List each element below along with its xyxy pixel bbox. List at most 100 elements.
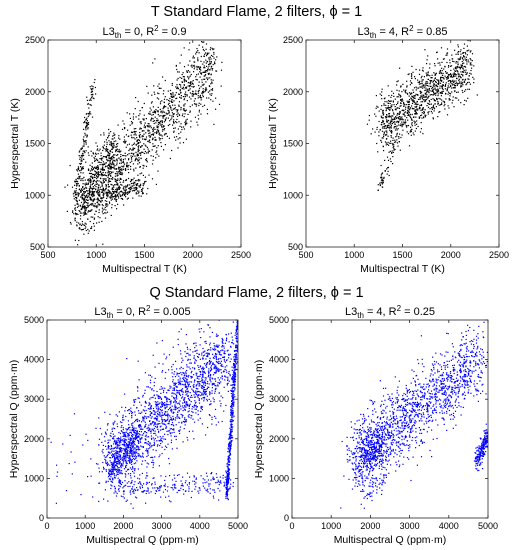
data-point — [95, 205, 97, 207]
data-point — [445, 98, 447, 100]
data-point — [425, 84, 427, 86]
data-point — [206, 52, 208, 54]
data-point — [141, 460, 144, 462]
data-point — [381, 137, 383, 139]
data-point — [176, 386, 178, 388]
data-point — [439, 69, 441, 71]
data-point — [182, 441, 184, 443]
data-point — [84, 200, 86, 202]
data-point — [414, 124, 416, 126]
data-point — [102, 157, 104, 159]
data-point — [210, 400, 212, 402]
data-point — [388, 100, 390, 102]
data-point — [131, 413, 133, 415]
data-point — [384, 127, 386, 129]
data-point — [117, 437, 119, 439]
data-point — [108, 132, 110, 134]
data-point — [455, 61, 457, 63]
data-point — [137, 143, 139, 145]
data-point — [160, 410, 162, 412]
data-point — [92, 168, 94, 170]
data-point — [153, 432, 155, 435]
data-point — [387, 102, 390, 104]
data-point — [188, 49, 190, 51]
data-point — [162, 76, 164, 78]
data-point — [90, 191, 92, 193]
data-point — [219, 400, 221, 402]
data-point — [196, 406, 198, 408]
data-point — [195, 372, 197, 374]
data-point — [94, 86, 96, 89]
data-point — [182, 86, 184, 88]
data-point — [465, 59, 468, 61]
data-point — [116, 192, 118, 194]
data-point — [150, 405, 152, 407]
data-point — [232, 372, 235, 374]
data-point — [134, 488, 136, 490]
data-point — [379, 184, 381, 186]
data-point — [213, 368, 215, 370]
data-point — [208, 97, 210, 99]
data-point — [430, 81, 432, 83]
data-point — [197, 419, 199, 421]
data-point — [156, 404, 158, 406]
data-point — [81, 147, 83, 149]
data-point — [201, 354, 203, 356]
data-point — [160, 406, 162, 409]
data-point — [419, 97, 421, 99]
data-point — [436, 85, 438, 87]
data-point — [155, 138, 157, 141]
data-point — [140, 146, 142, 148]
data-point — [468, 75, 470, 77]
data-point — [178, 390, 180, 392]
data-point — [116, 442, 118, 444]
data-point — [416, 94, 418, 96]
data-point — [97, 203, 99, 205]
data-point — [197, 388, 199, 390]
data-point — [155, 151, 157, 153]
data-point — [162, 414, 164, 416]
data-point — [142, 192, 144, 194]
data-point — [136, 190, 138, 192]
data-point — [451, 58, 453, 60]
data-point — [224, 366, 226, 368]
data-point — [78, 193, 80, 195]
data-point — [175, 438, 177, 441]
data-point — [202, 375, 204, 377]
data-point — [94, 160, 96, 162]
data-point — [393, 104, 395, 106]
data-point — [460, 71, 462, 73]
data-point — [460, 86, 462, 88]
data-point — [387, 166, 389, 168]
data-point — [393, 126, 396, 128]
data-point — [388, 107, 390, 109]
data-point — [192, 367, 194, 369]
data-point — [374, 113, 376, 115]
data-point — [208, 69, 210, 71]
data-point — [113, 473, 116, 475]
data-point — [218, 103, 221, 105]
data-point — [178, 104, 180, 106]
data-point — [115, 475, 117, 477]
data-point — [160, 134, 162, 136]
data-point — [134, 441, 136, 443]
data-point — [155, 434, 157, 436]
data-point — [199, 331, 201, 333]
data-point — [178, 372, 180, 375]
data-point — [96, 207, 98, 209]
data-point — [182, 383, 184, 385]
data-point — [99, 186, 101, 188]
data-point — [377, 189, 379, 191]
data-point — [99, 217, 101, 219]
data-point — [433, 99, 435, 101]
data-point — [149, 408, 151, 410]
data-point — [450, 65, 453, 67]
data-point — [381, 186, 383, 188]
data-point — [145, 416, 147, 418]
data-point — [181, 405, 184, 407]
data-point — [464, 51, 466, 54]
data-point — [422, 96, 424, 98]
data-point — [110, 159, 112, 161]
data-point — [158, 414, 160, 416]
data-point — [163, 106, 165, 108]
